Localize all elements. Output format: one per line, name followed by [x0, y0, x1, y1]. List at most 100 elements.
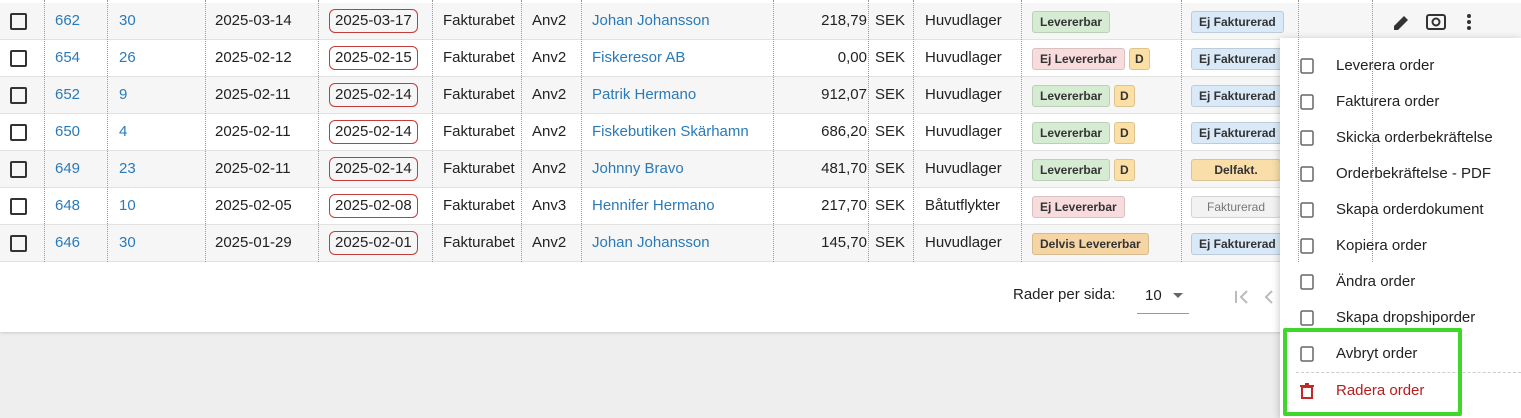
column-separator	[913, 0, 914, 262]
amount: 217,70	[821, 197, 867, 214]
order-date: 2025-02-12	[215, 49, 292, 66]
row-checkbox[interactable]	[10, 124, 27, 141]
order-id[interactable]: 652	[55, 86, 81, 103]
order-id[interactable]: 648	[55, 197, 81, 214]
menu-item[interactable]: Skicka orderbekräftelse	[1280, 120, 1521, 156]
row-checkbox[interactable]	[10, 235, 27, 252]
row-actions[interactable]	[1392, 12, 1476, 32]
rows-per-page-value: 10	[1145, 287, 1162, 304]
customer[interactable]: Fiskebutiken Skärhamn	[592, 123, 749, 140]
menu-icon	[1300, 94, 1314, 110]
row-checkbox[interactable]	[10, 50, 27, 67]
user: Anv2	[532, 123, 567, 140]
reference[interactable]: 10	[119, 197, 136, 214]
customer[interactable]: Johan Johansson	[592, 234, 710, 251]
currency: SEK	[875, 86, 906, 103]
menu-icon	[1300, 310, 1314, 326]
row-checkbox[interactable]	[10, 161, 27, 178]
menu-icon	[1300, 346, 1314, 362]
menu-item[interactable]: Avbryt order	[1280, 336, 1521, 372]
reference[interactable]: 4	[119, 123, 128, 140]
reference[interactable]: 30	[119, 12, 136, 29]
menu-item[interactable]: Leverera order	[1280, 48, 1521, 84]
user: Anv3	[532, 197, 567, 214]
flag-badge: D	[1114, 159, 1135, 181]
warehouse: Huvudlager	[925, 160, 1002, 177]
menu-item[interactable]: Radera order	[1280, 373, 1521, 409]
order-id[interactable]: 662	[55, 12, 81, 29]
column-separator	[521, 0, 522, 262]
rows-per-page-select[interactable]: 10	[1137, 281, 1189, 314]
menu-icon	[1300, 383, 1314, 399]
menu-item[interactable]: Ändra order	[1280, 264, 1521, 300]
menu-item[interactable]: Skapa dropshiporder	[1280, 300, 1521, 336]
table-body: 662 30 2025-03-14 2025-03-17 Fakturabet Anv2 J…	[0, 3, 1521, 262]
order-date: 2025-02-05	[215, 197, 292, 214]
flag-badge: D	[1114, 85, 1135, 107]
warehouse: Huvudlager	[925, 234, 1002, 251]
invoice-status: Ej Fakturerad	[1191, 233, 1284, 255]
menu-icon	[1300, 130, 1314, 146]
menu-item[interactable]: Skapa orderdokument	[1280, 192, 1521, 228]
delivery-status: Levererbar	[1032, 11, 1111, 33]
reference[interactable]: 9	[119, 86, 128, 103]
invoice-status: Ej Fakturerad	[1191, 11, 1284, 33]
payment-terms: Fakturabet	[443, 234, 515, 251]
column-separator	[432, 0, 433, 262]
payment-terms: Fakturabet	[443, 12, 515, 29]
due-date: 2025-02-14	[329, 157, 418, 181]
order-id[interactable]: 650	[55, 123, 81, 140]
due-date: 2025-02-15	[329, 46, 418, 70]
menu-item[interactable]: Kopiera order	[1280, 228, 1521, 264]
reference[interactable]: 23	[119, 160, 136, 177]
order-id[interactable]: 654	[55, 49, 81, 66]
menu-icon	[1300, 238, 1314, 254]
menu-label: Skicka orderbekräftelse	[1336, 129, 1493, 146]
user: Anv2	[532, 160, 567, 177]
due-date: 2025-02-01	[329, 231, 418, 255]
order-date: 2025-02-11	[215, 86, 291, 103]
column-separator	[868, 0, 869, 262]
due-date: 2025-02-14	[329, 120, 418, 144]
column-separator	[1181, 0, 1182, 262]
amount: 0,00	[837, 49, 867, 66]
menu-label: Kopiera order	[1336, 237, 1427, 254]
menu-item[interactable]: Fakturera order	[1280, 84, 1521, 120]
table-row: 650 4 2025-02-11 2025-02-14 Fakturabet Anv2 Fi…	[0, 114, 1521, 151]
customer[interactable]: Johan Johansson	[592, 12, 710, 29]
menu-label: Ändra order	[1336, 273, 1416, 290]
order-date: 2025-02-11	[215, 160, 291, 177]
reference[interactable]: 26	[119, 49, 136, 66]
flag-badge: D	[1114, 122, 1135, 144]
order-id[interactable]: 646	[55, 234, 81, 251]
payment-terms: Fakturabet	[443, 160, 515, 177]
row-checkbox[interactable]	[10, 198, 27, 215]
payment-terms: Fakturabet	[443, 197, 515, 214]
order-id[interactable]: 649	[55, 160, 81, 177]
table-row: 662 30 2025-03-14 2025-03-17 Fakturabet Anv2 J…	[0, 3, 1521, 40]
pager-buttons[interactable]	[1234, 289, 1274, 305]
amount: 481,70	[821, 160, 867, 177]
customer[interactable]: Johnny Bravo	[592, 160, 684, 177]
column-separator	[773, 0, 774, 262]
delivery-status: Levererbar	[1032, 85, 1111, 107]
row-checkbox[interactable]	[10, 13, 27, 30]
payment-terms: Fakturabet	[443, 86, 515, 103]
column-separator	[1372, 0, 1373, 262]
delivery-status: Levererbar	[1032, 159, 1111, 181]
column-separator	[1021, 0, 1022, 262]
customer[interactable]: Fiskeresor AB	[592, 49, 686, 66]
customer[interactable]: Patrik Hermano	[592, 86, 697, 103]
customer[interactable]: Hennifer Hermano	[592, 197, 715, 214]
column-separator	[205, 0, 206, 262]
reference[interactable]: 30	[119, 234, 136, 251]
invoice-status: Ej Fakturerad	[1191, 48, 1284, 70]
menu-item[interactable]: Orderbekräftelse - PDF	[1280, 156, 1521, 192]
user: Anv2	[532, 12, 567, 29]
payment-terms: Fakturabet	[443, 49, 515, 66]
user: Anv2	[532, 49, 567, 66]
invoice-status: Fakturerad	[1191, 196, 1281, 218]
row-checkbox[interactable]	[10, 87, 27, 104]
column-separator	[1298, 0, 1299, 262]
context-menu	[1280, 38, 1521, 418]
